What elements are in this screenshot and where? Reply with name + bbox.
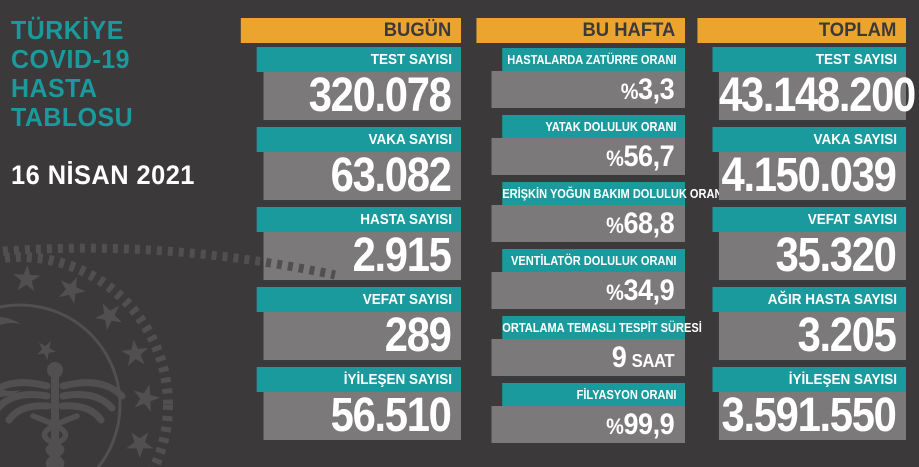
stat-label: VENTİLATÖR DOLULUK ORANI: [502, 249, 685, 272]
stat-label: HASTA SAYISI: [256, 207, 461, 232]
stat-label: HASTALARDA ZATÜRRE ORANI: [502, 48, 685, 71]
stat-value-number: 35.320: [775, 229, 897, 282]
stat-card: FİLYASYON ORANI %99,9: [470, 383, 685, 443]
stat-value-prefix: %: [606, 280, 624, 305]
stat-label: AĞIR HASTA SAYISI: [712, 287, 906, 312]
stat-card: TEST SAYISI 43.148.200: [691, 47, 916, 120]
stat-value: 3.205: [718, 309, 906, 362]
stat-value-number: 2.915: [352, 229, 452, 282]
stat-label: VAKA SAYISI: [712, 127, 906, 152]
stat-label: VAKA SAYISI: [256, 127, 461, 152]
title-line: TABLOSU: [11, 102, 134, 132]
column-toplam: TOPLAM TEST SAYISI 43.148.200 VAKA SAYISI 4.…: [691, 0, 916, 467]
stat-value: 289: [263, 309, 461, 362]
stat-value-number: 56,7: [623, 140, 675, 173]
stat-card: HASTA SAYISI 2.915: [234, 207, 461, 280]
stat-card: VEFAT SAYISI 35.320: [691, 207, 906, 280]
stat-card: VEFAT SAYISI 289: [234, 287, 461, 360]
stat-value: 43.148.200: [718, 72, 916, 120]
stat-value: %34,9: [491, 272, 685, 309]
stat-value-number: 9: [611, 341, 627, 374]
stat-value: 9 SAAT: [491, 339, 685, 376]
stat-value-prefix: %: [606, 146, 624, 171]
stat-label: ORTALAMA TEMASLI TESPİT SÜRESİ: [502, 316, 702, 339]
stat-label: VEFAT SAYISI: [712, 207, 906, 232]
stat-value-number: 289: [384, 309, 452, 362]
stat-label: İYİLEŞEN SAYISI: [256, 367, 461, 392]
stat-value: 320.078: [263, 69, 461, 122]
stat-value: %99,9: [491, 406, 685, 443]
page-title: TÜRKİYE COVID-19 HASTA TABLOSU: [11, 16, 138, 132]
stat-value: 2.915: [263, 229, 461, 282]
stat-value-number: 43.148.200: [718, 69, 916, 122]
stat-card: AĞIR HASTA SAYISI 3.205: [691, 287, 906, 360]
column-header: TOPLAM: [697, 18, 906, 43]
title-line: HASTA: [11, 73, 98, 103]
stat-value-number: 320.078: [308, 69, 452, 122]
report-date: 16 NİSAN 2021: [11, 160, 195, 190]
stat-value: 4.150.039: [718, 149, 906, 202]
column-header: BU HAFTA: [476, 18, 685, 43]
stat-card: ORTALAMA TEMASLI TESPİT SÜRESİ 9 SAAT: [470, 316, 702, 376]
stat-label: FİLYASYON ORANI: [502, 383, 685, 406]
stat-label: İYİLEŞEN SAYISI: [712, 367, 906, 392]
stat-value-number: 34,9: [623, 274, 675, 307]
stat-value-prefix: %: [606, 213, 624, 238]
stat-value: %3,3: [491, 71, 685, 108]
stat-card: VAKA SAYISI 63.082: [234, 127, 461, 200]
stat-card: İYİLEŞEN SAYISI 3.591.550: [691, 367, 906, 440]
stat-value: %56,7: [491, 138, 685, 175]
stat-label: TEST SAYISI: [712, 47, 906, 72]
stat-value-number: 3.205: [797, 309, 897, 362]
stat-value-number: 63.082: [330, 149, 452, 202]
stat-value-suffix: SAAT: [631, 350, 675, 371]
stat-value: 3.591.550: [718, 389, 906, 442]
stat-label: TEST SAYISI: [256, 47, 461, 72]
title-line: TÜRKİYE: [11, 15, 124, 45]
stat-value-number: 4.150.039: [721, 149, 897, 202]
stat-value: 35.320: [718, 229, 906, 282]
stat-label: YATAK DOLULUK ORANI: [502, 115, 685, 138]
stat-card: HASTALARDA ZATÜRRE ORANI %3,3: [470, 48, 685, 108]
health-ministry-emblem-icon: [0, 243, 336, 467]
stat-label: VEFAT SAYISI: [256, 287, 461, 312]
stat-value-number: 3.591.550: [721, 389, 897, 442]
stat-value-prefix: %: [620, 79, 639, 104]
column-bu-hafta: BU HAFTA HASTALARDA ZATÜRRE ORANI %3,3 YATA…: [470, 0, 726, 467]
stat-value-prefix: %: [606, 414, 624, 439]
stat-card: VAKA SAYISI 4.150.039: [691, 127, 906, 200]
column-bugun: BUGÜN TEST SAYISI 320.078 VAKA SAYISI 63.082…: [234, 0, 461, 467]
stat-value: 56.510: [263, 389, 461, 442]
stat-card: YATAK DOLULUK ORANI %56,7: [470, 115, 685, 175]
stat-value: 63.082: [263, 149, 461, 202]
stat-card: TEST SAYISI 320.078: [234, 47, 461, 120]
title-line: COVID-19: [11, 44, 130, 74]
stat-card: ERİŞKİN YOĞUN BAKIM DOLULUK ORANI %68,8: [470, 182, 726, 242]
stat-card: İYİLEŞEN SAYISI 56.510: [234, 367, 461, 440]
stat-value-number: 56.510: [330, 389, 452, 442]
column-header: BUGÜN: [240, 18, 461, 43]
stat-card: VENTİLATÖR DOLULUK ORANI %34,9: [470, 249, 685, 309]
stat-label: ERİŞKİN YOĞUN BAKIM DOLULUK ORANI: [502, 182, 726, 205]
stat-value-number: 3,3: [638, 73, 675, 106]
stat-value: %68,8: [491, 205, 685, 242]
stat-value-number: 99,9: [623, 408, 675, 441]
stat-value-number: 68,8: [623, 207, 675, 240]
